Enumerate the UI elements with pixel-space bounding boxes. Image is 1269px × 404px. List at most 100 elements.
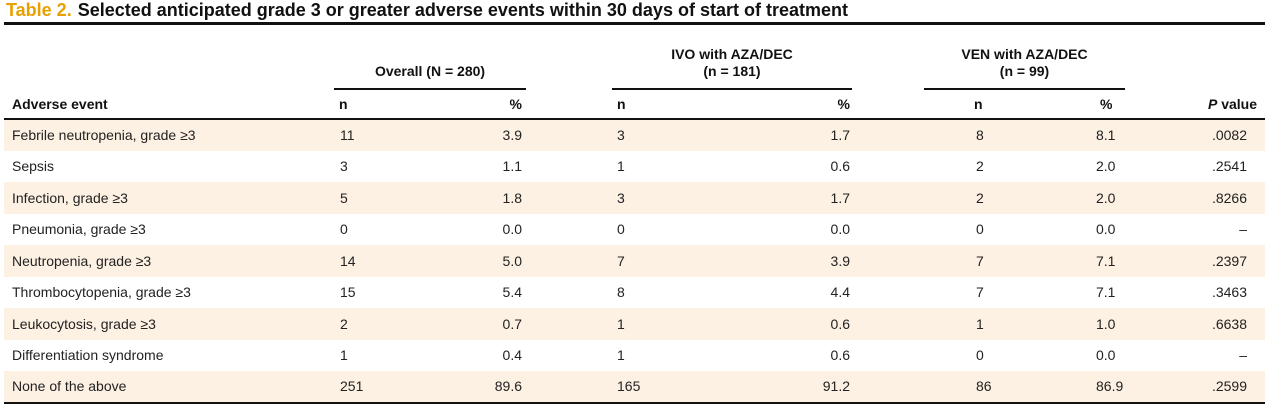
top-rule	[4, 22, 1265, 25]
cell-ivo-n: 0	[617, 221, 625, 238]
cell-ivo-pct: 0.0	[830, 221, 850, 238]
cell-ven-n: 2	[902, 182, 1042, 214]
cell-ven-n: 1	[902, 308, 1042, 340]
p-value-italic-p: P	[1207, 96, 1218, 112]
cell-overall-pct: 0.0	[502, 221, 522, 238]
cell-overall-n: 3	[340, 158, 348, 175]
table-row: Differentiation syndrome 1 0.4 1 0.6 0 0.0 –	[4, 340, 1265, 372]
cell-adverse-event: Pneumonia, grade ≥3	[12, 221, 146, 238]
cell-ven-pct: 0.0	[1096, 347, 1116, 364]
cell-ivo-n: 7	[604, 245, 752, 277]
table-body: Febrile neutropenia, grade ≥3 11 3.9 3 1.7 8 8…	[4, 119, 1266, 403]
group-header-ivo: IVO with AZA/DEC (n = 181)	[604, 25, 902, 90]
cell-overall-n: 2	[242, 308, 420, 340]
col-header-p-value: P value	[1145, 90, 1265, 119]
cell-p-value: .6638	[1145, 308, 1266, 340]
cell-adverse-event: Sepsis	[12, 158, 55, 175]
cell-ivo-n: 8	[617, 284, 625, 301]
cell-p-value: –	[1239, 221, 1248, 238]
cell-adverse-event: Differentiation syndrome	[12, 347, 164, 364]
cell-overall-n: 251	[242, 371, 420, 403]
cell-p-value: –	[1239, 347, 1248, 364]
cell-overall-pct: 1.8	[420, 182, 604, 214]
group-ivo-line2: (n = 181)	[703, 63, 761, 79]
table-title: Selected anticipated grade 3 or greater …	[77, 0, 848, 20]
header-spacer-p	[1145, 25, 1265, 90]
cell-overall-n: 11	[242, 119, 420, 151]
table-row: Leukocytosis, grade ≥3 2 0.7 1 0.6 1 1.0.6638	[4, 308, 1266, 340]
cell-ivo-n: 1	[604, 308, 752, 340]
cell-overall-pct: 5.0	[420, 245, 604, 277]
group-ivo-line1: IVO with AZA/DEC	[671, 46, 793, 62]
cell-ivo-pct: 0.6	[830, 158, 850, 175]
table-row: Febrile neutropenia, grade ≥3 11 3.9 3 1.7 8 8…	[4, 119, 1266, 151]
group-overall-line1: Overall (N = 280)	[374, 63, 486, 79]
group-ivo-rule	[612, 88, 852, 90]
cell-ivo-n: 1	[617, 158, 625, 175]
cell-overall-pct: 89.6	[420, 371, 604, 403]
cell-p-value: .2599	[1145, 371, 1266, 403]
cell-ven-n: 7	[976, 284, 984, 301]
col-header-overall-n: n	[339, 96, 348, 112]
adverse-events-table: Overall (N = 280) IVO with AZA/DEC (n = …	[4, 25, 1266, 404]
cell-overall-n: 0	[340, 221, 348, 238]
table-caption: Table 2. Selected anticipated grade 3 or …	[4, 0, 1265, 22]
cell-overall-n: 1	[340, 347, 348, 364]
table-container: Table 2. Selected anticipated grade 3 or …	[4, 0, 1266, 404]
cell-p-value: .2397	[1145, 245, 1266, 277]
cell-overall-pct: 3.9	[420, 119, 604, 151]
table-row: Pneumonia, grade ≥3 0 0.0 0 0.0 0 0.0 –	[4, 214, 1265, 246]
cell-overall-n: 5	[242, 182, 420, 214]
cell-ven-pct: 7.1	[1096, 284, 1116, 301]
cell-adverse-event: Thrombocytopenia, grade ≥3	[12, 284, 191, 301]
cell-ven-n: 8	[902, 119, 1042, 151]
cell-p-value: .3463	[1211, 284, 1248, 301]
cell-adverse-event: Infection, grade ≥3	[4, 182, 242, 214]
cell-ven-pct: 2.0	[1042, 182, 1146, 214]
table-row: Thrombocytopenia, grade ≥3 15 5.4 8 4.4 7 7.1.…	[4, 277, 1265, 309]
cell-adverse-event: Leukocytosis, grade ≥3	[4, 308, 242, 340]
header-spacer	[4, 25, 242, 90]
col-header-ven-n: n	[974, 96, 983, 112]
cell-ivo-n: 165	[604, 371, 752, 403]
cell-ven-pct: 2.0	[1096, 158, 1116, 175]
cell-ivo-pct: 4.4	[830, 284, 850, 301]
table-row: Sepsis 3 1.1 1 0.6 2 2.0 .2541	[4, 151, 1265, 183]
cell-p-value: .8266	[1145, 182, 1266, 214]
cell-overall-pct: 0.4	[502, 347, 522, 364]
col-header-overall-pct: %	[509, 96, 522, 112]
cell-ivo-pct: 91.2	[752, 371, 902, 403]
cell-ven-pct: 8.1	[1042, 119, 1146, 151]
cell-overall-n: 15	[340, 284, 356, 301]
cell-ven-n: 86	[902, 371, 1042, 403]
cell-ivo-n: 3	[604, 119, 752, 151]
cell-adverse-event: Febrile neutropenia, grade ≥3	[4, 119, 242, 151]
cell-ivo-pct: 0.6	[752, 308, 902, 340]
cell-ven-pct: 7.1	[1042, 245, 1146, 277]
cell-p-value: .0082	[1145, 119, 1266, 151]
cell-p-value: .2541	[1211, 158, 1248, 175]
cell-ven-n: 7	[902, 245, 1042, 277]
header-row-groups: Overall (N = 280) IVO with AZA/DEC (n = …	[4, 25, 1265, 90]
cell-adverse-event: Neutropenia, grade ≥3	[4, 245, 242, 277]
cell-ivo-pct: 3.9	[752, 245, 902, 277]
col-header-ivo-pct: %	[837, 96, 850, 112]
group-ven-line2: (n = 99)	[999, 63, 1050, 79]
group-ven-line1: VEN with AZA/DEC	[961, 46, 1088, 62]
table-row: Neutropenia, grade ≥3 14 5.0 7 3.9 7 7.1.2397	[4, 245, 1266, 277]
header-row-columns: Adverse event n% n% n% P value	[4, 90, 1266, 119]
cell-ven-pct: 0.0	[1096, 221, 1116, 238]
p-value-label-rest: value	[1217, 96, 1258, 112]
group-header-ven: VEN with AZA/DEC (n = 99)	[902, 25, 1145, 90]
col-header-ivo-n: n	[617, 96, 626, 112]
cell-ven-pct: 1.0	[1042, 308, 1146, 340]
cell-ven-n: 0	[976, 347, 984, 364]
group-ven-rule	[924, 88, 1126, 90]
group-header-overall: Overall (N = 280)	[242, 25, 604, 90]
cell-overall-pct: 1.1	[502, 158, 522, 175]
cell-overall-pct: 5.4	[502, 284, 522, 301]
cell-ivo-pct: 0.6	[830, 347, 850, 364]
cell-ivo-pct: 1.7	[752, 182, 902, 214]
cell-ven-n: 2	[976, 158, 984, 175]
table-number: Table 2.	[6, 0, 72, 20]
